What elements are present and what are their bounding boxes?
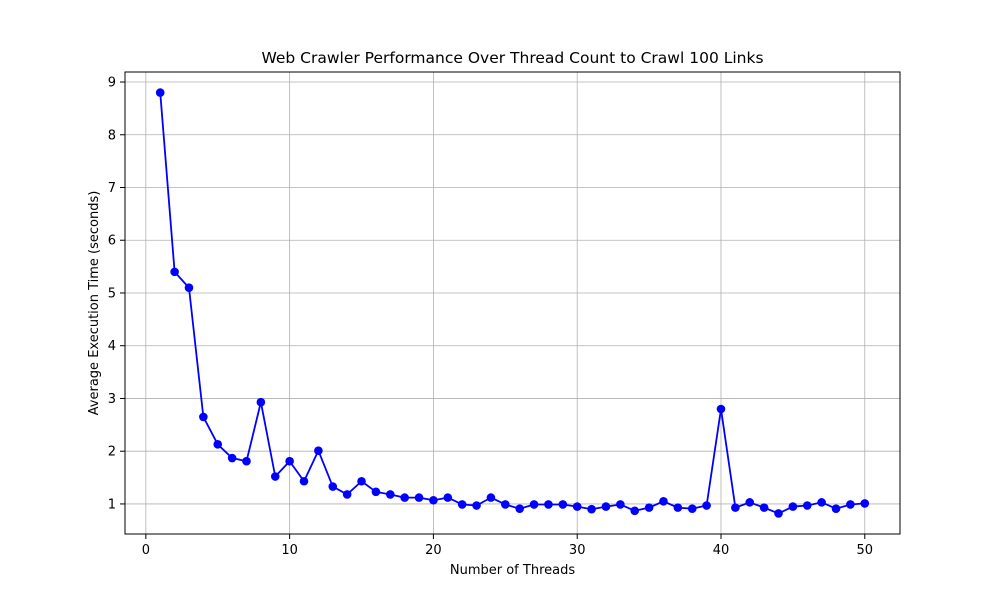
x-tick-label: 40 <box>713 543 730 558</box>
grid <box>125 72 900 534</box>
data-point <box>342 490 352 499</box>
data-point <box>270 472 280 481</box>
data-point <box>457 500 467 509</box>
data-point <box>285 456 294 466</box>
y-tick-label: 1 <box>108 497 116 512</box>
data-point <box>328 482 338 491</box>
data-point <box>860 499 870 508</box>
data-point <box>299 476 309 486</box>
data-point <box>644 503 654 512</box>
data-point <box>616 500 625 509</box>
axis-ticks: 0 10 20 30 40 50 1 2 3 4 5 6 7 8 9 <box>108 76 873 558</box>
plot-area-frame <box>124 71 901 535</box>
series-layer <box>155 88 870 518</box>
data-point <box>702 501 711 510</box>
y-axis-title: Average Execution Time (seconds) <box>87 191 102 416</box>
data-point <box>501 500 510 509</box>
data-point <box>759 503 769 512</box>
data-point <box>601 502 611 511</box>
x-tick-label: 0 <box>142 543 150 558</box>
y-tick-label: 2 <box>108 445 116 460</box>
x-tick-label: 20 <box>425 543 442 558</box>
data-point <box>155 88 165 97</box>
data-point <box>544 500 553 509</box>
x-axis-title: Number of Threads <box>450 563 575 578</box>
data-point <box>802 501 812 510</box>
data-point <box>846 500 855 509</box>
data-point <box>400 493 409 502</box>
data-point <box>774 509 783 518</box>
x-tick-label: 50 <box>856 543 873 558</box>
data-point <box>170 267 179 277</box>
data-point <box>817 498 826 507</box>
data-point <box>242 456 251 466</box>
data-point <box>199 412 208 422</box>
data-point <box>587 504 596 514</box>
data-point <box>558 500 568 509</box>
data-point <box>788 502 798 511</box>
data-point <box>414 493 424 502</box>
data-point <box>371 487 381 497</box>
data-point <box>385 490 395 499</box>
y-tick-label: 7 <box>108 181 116 196</box>
data-point <box>227 453 237 463</box>
x-tick-label: 10 <box>281 543 298 558</box>
data-point <box>184 283 194 293</box>
data-point <box>256 397 266 407</box>
data-point <box>529 500 539 509</box>
data-point <box>659 497 668 506</box>
data-point <box>213 440 223 449</box>
data-point <box>472 501 481 510</box>
y-tick-label: 9 <box>108 76 116 91</box>
y-tick-label: 8 <box>108 128 116 143</box>
data-point <box>443 493 453 502</box>
data-point <box>831 504 841 513</box>
data-point <box>716 404 726 414</box>
y-tick-label: 3 <box>108 392 116 407</box>
data-point <box>357 476 366 486</box>
data-point <box>731 503 740 512</box>
data-point <box>429 495 438 505</box>
data-point <box>572 502 582 511</box>
data-point <box>486 493 496 502</box>
y-tick-label: 5 <box>108 286 116 301</box>
y-tick-label: 4 <box>108 339 116 354</box>
chart-title: Web Crawler Performance Over Thread Coun… <box>261 49 763 67</box>
data-point <box>515 504 524 513</box>
data-point <box>630 506 640 516</box>
data-point <box>673 503 683 512</box>
data-point <box>687 504 697 513</box>
data-point <box>745 498 755 507</box>
y-tick-label: 6 <box>108 234 116 249</box>
data-point <box>314 446 323 455</box>
x-tick-label: 30 <box>569 543 586 558</box>
